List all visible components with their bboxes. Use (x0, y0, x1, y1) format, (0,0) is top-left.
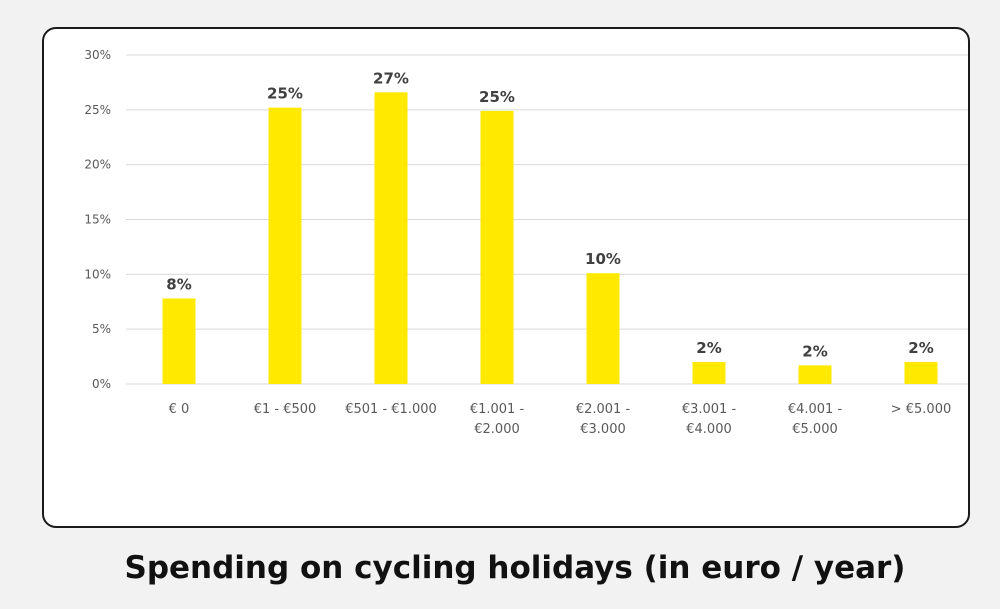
y-tick-label: 20% (84, 158, 111, 172)
x-tick-label: €3.000 (580, 422, 626, 437)
x-tick-label: €2.000 (474, 422, 520, 437)
bar (904, 362, 938, 384)
x-tick-label: €2.001 - (576, 402, 631, 417)
bar (268, 107, 302, 384)
bar (374, 92, 408, 384)
y-tick-label: 25% (84, 103, 111, 117)
x-tick-label: € 0 (169, 402, 190, 417)
y-tick-label: 0% (92, 377, 111, 391)
bar-chart: 0% 5% 10% 15% 20% 25% 30% 8% € 0 25% €1 - €500 27% €… (84, 48, 968, 437)
x-tick-label: €1 - €500 (254, 402, 317, 417)
x-tick-label: €4.001 - (788, 402, 843, 417)
data-label: 25% (267, 85, 303, 103)
chart-card: 0% 5% 10% 15% 20% 25% 30% 8% € 0 25% €1 - €500 27% €… (42, 27, 970, 528)
data-label: 2% (908, 339, 933, 357)
data-label: 2% (802, 342, 827, 360)
bar (692, 362, 726, 384)
data-label: 27% (373, 69, 409, 87)
data-label: 8% (166, 275, 191, 293)
x-tick-label: €1.001 - (470, 402, 525, 417)
x-tick-label: €3.001 - (682, 402, 737, 417)
chart-caption: Spending on cycling holidays (in euro / … (124, 550, 906, 586)
bar (798, 365, 832, 384)
y-tick-label: 15% (84, 213, 111, 227)
y-tick-label: 10% (84, 267, 111, 281)
data-label: 2% (696, 339, 721, 357)
bar (480, 110, 514, 385)
x-tick-label: €4.000 (686, 422, 732, 437)
y-tick-label: 30% (84, 48, 111, 62)
x-tick-label: €501 - €1.000 (345, 402, 437, 417)
bar (586, 273, 620, 384)
bar (162, 298, 196, 384)
data-label: 25% (479, 88, 515, 106)
x-tick-label: €5.000 (792, 422, 838, 437)
data-label: 10% (585, 250, 621, 268)
y-tick-label: 5% (92, 322, 111, 336)
x-tick-label: > €5.000 (891, 402, 952, 417)
